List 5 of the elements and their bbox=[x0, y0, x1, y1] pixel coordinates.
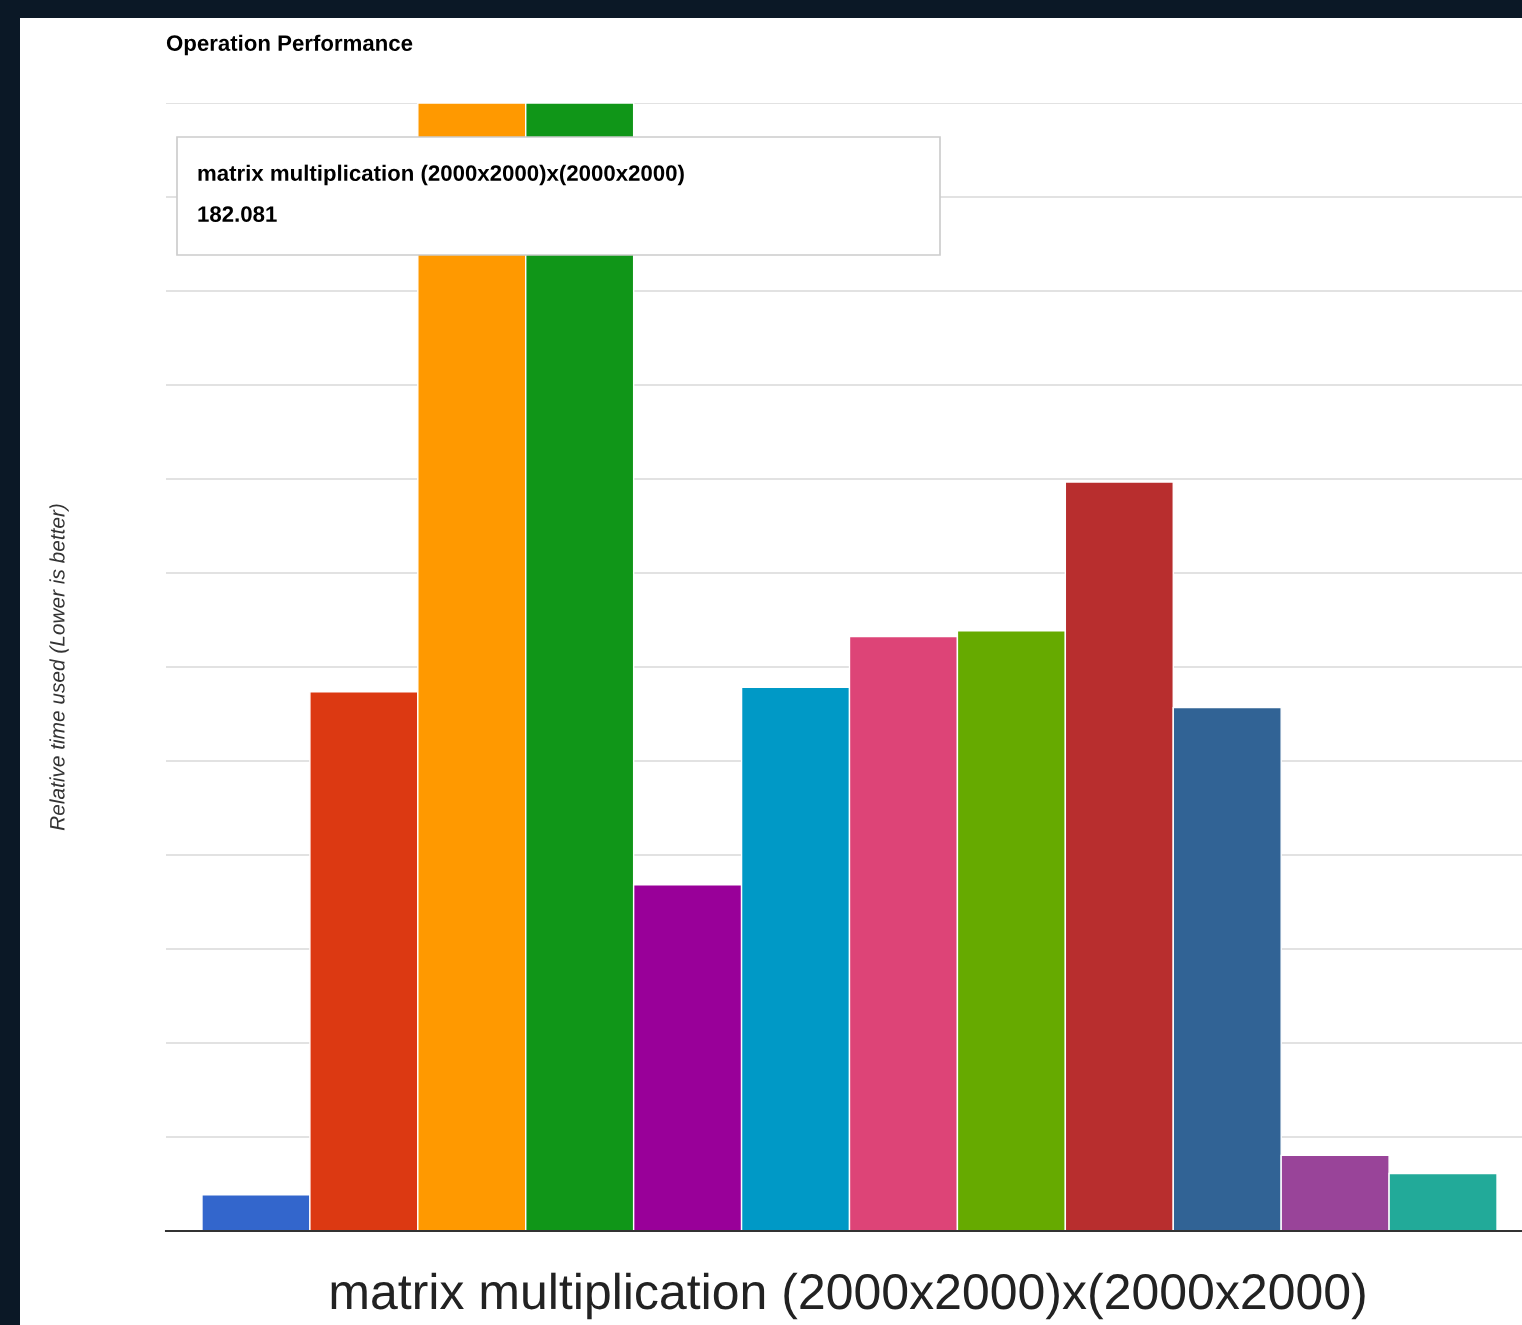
annotation: 182.081 bbox=[198, 206, 277, 222]
x-axis-title: matrix multiplication (2000x2000)x(2000x2000) bbox=[331, 1272, 1365, 1320]
y-axis-title: Relative time used (Lower is better) bbox=[49, 504, 69, 831]
annotation: matrix multiplication (2000x2000)x(2000x2000) bbox=[198, 164, 684, 186]
chart-title: Operation Performance bbox=[166, 34, 413, 56]
